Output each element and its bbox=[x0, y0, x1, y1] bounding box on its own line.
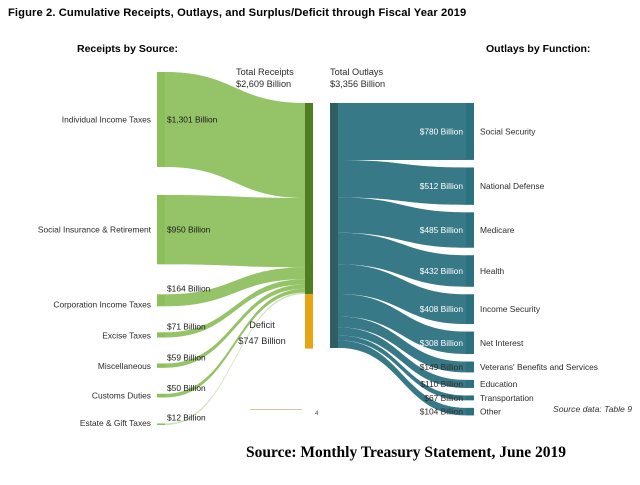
outlay-value-label-2: $485 Billion bbox=[420, 225, 464, 235]
outlay-value-label-9: $104 Billion bbox=[420, 407, 464, 417]
label-group: Individual Income Taxes $1,301 Billion Soc… bbox=[38, 67, 598, 428]
outlay-node-1 bbox=[466, 167, 474, 205]
outlay-node-5 bbox=[466, 331, 474, 355]
total-receipts-node bbox=[305, 103, 313, 295]
outlay-node-2 bbox=[466, 212, 474, 248]
total-outlays-label: Total Outlays bbox=[330, 67, 384, 77]
receipts-by-source-heading: Receipts by Source: bbox=[77, 43, 178, 55]
outlay-flow-9 bbox=[338, 340, 466, 416]
outlay-function-label-8: Transportation bbox=[480, 393, 534, 403]
receipt-flow-1 bbox=[165, 194, 305, 268]
outlay-flow-3 bbox=[338, 232, 466, 287]
receipt-node-2 bbox=[157, 294, 165, 307]
receipt-link-group bbox=[165, 72, 305, 426]
outlay-function-label-1: National Defense bbox=[480, 181, 545, 191]
total-outlays-node bbox=[330, 103, 338, 348]
outlay-node-8 bbox=[466, 395, 474, 401]
receipt-source-label-1: Social Insurance & Retirement bbox=[38, 225, 152, 235]
receipt-node-0 bbox=[157, 72, 165, 167]
outlay-function-label-3: Health bbox=[480, 266, 505, 276]
bottom-source-caption: Source: Monthly Treasury Statement, June… bbox=[246, 444, 567, 461]
outlay-flow-1 bbox=[338, 159, 466, 205]
outlay-node-3 bbox=[466, 255, 474, 287]
outlay-value-label-7: $110 Billion bbox=[420, 379, 463, 389]
receipt-flow-2 bbox=[165, 267, 305, 307]
outlay-flow-7 bbox=[338, 327, 466, 388]
outlay-value-label-5: $308 Billion bbox=[420, 338, 464, 348]
receipt-source-label-0: Individual Income Taxes bbox=[62, 114, 151, 124]
outlay-node-7 bbox=[466, 379, 474, 388]
outlay-flow-6 bbox=[338, 316, 466, 373]
outlay-node-0 bbox=[466, 103, 474, 160]
total-receipts-label: Total Receipts bbox=[236, 67, 294, 77]
receipt-node-4 bbox=[157, 363, 165, 368]
page-marker: 4 bbox=[315, 411, 319, 417]
outlay-value-label-4: $408 Billion bbox=[420, 304, 464, 314]
outlay-node-4 bbox=[466, 294, 474, 325]
receipt-source-label-6: Estate & Gift Taxes bbox=[80, 418, 151, 428]
outlay-function-label-4: Income Security bbox=[480, 304, 541, 314]
receipt-value-label-6: $12 Billion bbox=[167, 412, 206, 422]
receipt-value-label-2: $164 Billion bbox=[167, 283, 211, 293]
receipt-node-5 bbox=[157, 393, 165, 398]
receipt-value-label-0: $1,301 Billion bbox=[167, 114, 218, 124]
outlay-function-label-2: Medicare bbox=[480, 225, 515, 235]
outlay-node-9 bbox=[466, 407, 474, 416]
deficit-node bbox=[305, 294, 313, 349]
outlay-function-label-9: Other bbox=[480, 407, 501, 417]
receipt-flow-5 bbox=[165, 288, 305, 398]
receipt-value-label-3: $71 Billion bbox=[167, 321, 206, 331]
outlay-flow-8 bbox=[338, 335, 466, 401]
node-group bbox=[157, 72, 474, 426]
receipt-flow-4 bbox=[165, 284, 305, 368]
receipt-value-label-5: $50 Billion bbox=[167, 383, 206, 393]
outlay-function-label-5: Net Interest bbox=[480, 338, 524, 348]
receipt-flow-0 bbox=[165, 72, 305, 198]
deficit-value: $747 Billion bbox=[238, 336, 286, 346]
receipt-node-6 bbox=[157, 423, 165, 426]
outlay-flow-0 bbox=[338, 103, 466, 160]
receipt-node-3 bbox=[157, 332, 165, 338]
total-outlays-value: $3,356 Billion bbox=[330, 79, 385, 89]
outlay-value-label-1: $512 Billion bbox=[420, 181, 464, 191]
receipt-source-label-5: Customs Duties bbox=[92, 390, 151, 400]
outlay-value-label-8: $67 Billion bbox=[424, 393, 463, 403]
receipt-source-label-3: Excise Taxes bbox=[102, 330, 151, 340]
receipt-node-1 bbox=[157, 194, 165, 265]
receipt-flow-3 bbox=[165, 279, 305, 338]
receipt-value-label-4: $59 Billion bbox=[167, 352, 206, 362]
outlays-by-function-heading: Outlays by Function: bbox=[486, 43, 591, 55]
outlay-flow-4 bbox=[338, 264, 466, 325]
outlay-value-label-3: $432 Billion bbox=[420, 266, 464, 276]
source-data-note: Source data: Table 9 bbox=[553, 404, 632, 414]
outlay-function-label-0: Social Security bbox=[480, 126, 536, 136]
outlay-function-label-7: Education bbox=[480, 379, 518, 389]
outlay-value-label-6: $149 Billion bbox=[420, 362, 464, 372]
outlay-function-label-6: Veterans' Benefits and Services bbox=[480, 362, 598, 372]
outlay-flow-2 bbox=[338, 197, 466, 248]
deficit-label: Deficit bbox=[249, 320, 275, 330]
receipt-source-label-4: Miscellaneous bbox=[98, 361, 151, 371]
outlay-node-6 bbox=[466, 361, 474, 373]
footer-rule bbox=[250, 409, 302, 410]
receipt-value-label-1: $950 Billion bbox=[167, 225, 211, 235]
outlay-value-label-0: $780 Billion bbox=[420, 126, 464, 136]
total-receipts-value: $2,609 Billion bbox=[236, 79, 291, 89]
outlay-flow-5 bbox=[338, 294, 466, 355]
receipt-source-label-2: Corporation Income Taxes bbox=[53, 299, 151, 309]
outlay-link-group bbox=[338, 103, 466, 416]
figure-title: Figure 2. Cumulative Receipts, Outlays, … bbox=[8, 7, 467, 19]
receipt-flow-6 bbox=[165, 292, 305, 426]
